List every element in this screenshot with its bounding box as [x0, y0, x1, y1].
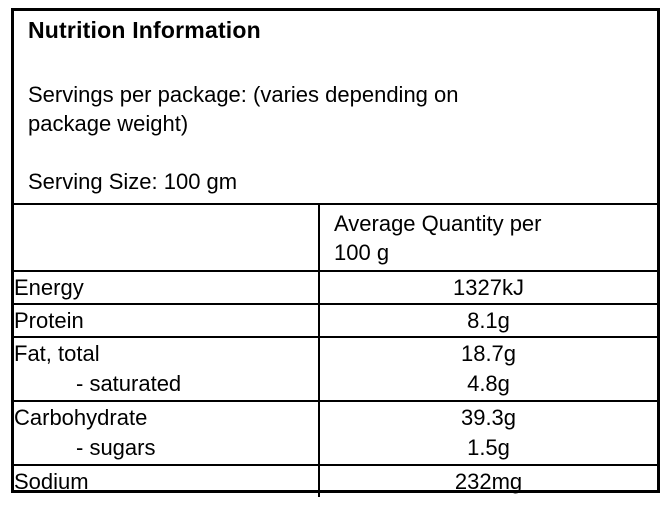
row-value-cell: 232mg — [319, 464, 657, 497]
row-label-cell: Energy — [14, 270, 320, 304]
row-label-cell: Protein — [14, 303, 320, 337]
serving-size-text: Serving Size: 100 gm — [28, 169, 238, 194]
row-label-cell: Carbohydrate - sugars — [14, 400, 320, 465]
row-label: Carbohydrate — [14, 405, 148, 430]
table-row-protein: Protein 8.1g — [14, 303, 657, 337]
row-subvalue: 1.5g — [467, 435, 510, 460]
nutrition-label: Nutrition Information Servings per packa… — [11, 8, 660, 497]
table-row-energy: Energy 1327kJ — [14, 270, 657, 304]
label-header-block: Nutrition Information Servings per packa… — [14, 17, 657, 203]
row-value: 8.1g — [467, 307, 510, 333]
row-value-cell: 18.7g 4.8g — [319, 336, 657, 401]
row-value: 232mg — [454, 468, 523, 494]
row-label-cell: Sodium — [14, 464, 320, 497]
servings-per-package-text: Servings per package: (varies depending … — [28, 82, 459, 136]
row-label: Fat, total — [14, 341, 100, 366]
row-sublabel: - sugars — [76, 435, 156, 460]
row-label: Protein — [14, 307, 84, 333]
row-value-cell: 1327kJ — [319, 270, 657, 304]
row-sublabel: - saturated — [76, 371, 182, 396]
row-label-cell: Fat, total - saturated — [14, 336, 320, 401]
header-quantity-cell: Average Quantity per 100 g — [319, 203, 657, 271]
table-row-fat: Fat, total - saturated 18.7g 4.8g — [14, 336, 657, 401]
row-value-cell: 8.1g — [319, 303, 657, 337]
label-title: Nutrition Information — [28, 17, 261, 43]
table-header-row: Average Quantity per 100 g — [14, 203, 657, 271]
row-subvalue: 4.8g — [467, 371, 510, 396]
row-label: Sodium — [14, 468, 89, 494]
nutrition-table: Average Quantity per 100 g Energy 1327kJ… — [14, 203, 657, 497]
header-empty-cell — [14, 203, 320, 271]
row-value: 18.7g — [460, 341, 517, 366]
row-value: 1327kJ — [453, 274, 524, 300]
table-row-carbohydrate: Carbohydrate - sugars 39.3g 1.5g — [14, 400, 657, 465]
row-value-cell: 39.3g 1.5g — [319, 400, 657, 465]
table-row-sodium: Sodium 232mg — [14, 464, 657, 497]
row-label: Energy — [14, 274, 84, 300]
row-value: 39.3g — [460, 405, 517, 430]
